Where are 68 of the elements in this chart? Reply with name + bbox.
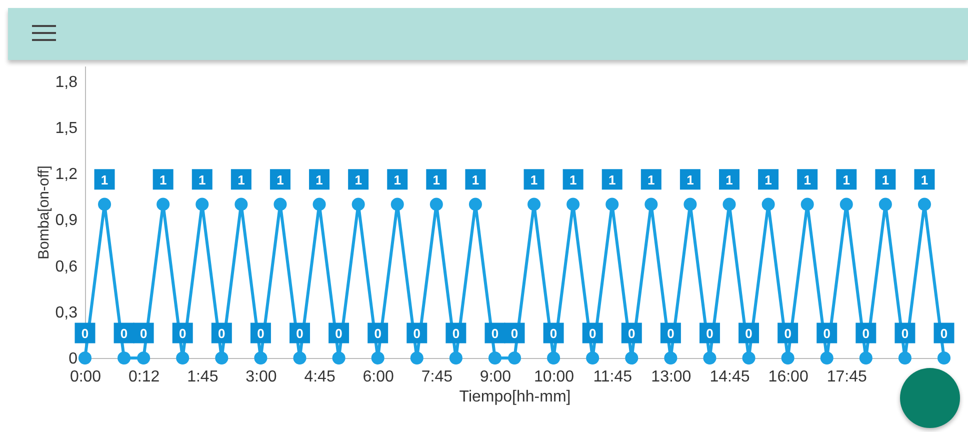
data-label: 0 <box>823 326 830 341</box>
y-tick-label: 1,2 <box>55 166 78 184</box>
y-tick-label: 0,9 <box>55 212 78 230</box>
data-label: 1 <box>394 172 401 188</box>
data-label: 0 <box>628 326 636 341</box>
data-label: 0 <box>413 326 421 341</box>
data-label: 0 <box>335 326 342 341</box>
y-tick-label: 1,8 <box>55 74 78 91</box>
x-tick-label: 11:45 <box>593 368 632 386</box>
x-tick-label: 0:00 <box>70 368 102 386</box>
data-label: 1 <box>764 172 772 188</box>
data-label: 0 <box>588 326 596 341</box>
data-label: 0 <box>940 326 948 341</box>
data-label: 0 <box>140 326 148 341</box>
x-tick-label: 9:00 <box>480 368 512 386</box>
data-label: 1 <box>159 172 167 188</box>
x-tick-label: 14:45 <box>710 368 750 386</box>
data-label: 0 <box>257 326 264 341</box>
data-label: 1 <box>316 172 323 188</box>
data-label: 0 <box>491 326 499 341</box>
data-label: 1 <box>920 172 928 188</box>
data-label: 0 <box>178 326 186 341</box>
x-tick-label: 4:45 <box>304 368 336 386</box>
data-label: 0 <box>901 326 909 341</box>
data-label: 0 <box>550 326 558 341</box>
y-tick-label: 0,6 <box>55 258 78 276</box>
data-label: 0 <box>784 326 792 341</box>
y-tick-label: 1,5 <box>55 120 78 137</box>
data-label: 1 <box>569 172 577 188</box>
data-label: 0 <box>374 326 382 341</box>
data-label: 0 <box>745 326 752 341</box>
x-axis-title: Tiempo[hh-mm] <box>459 388 571 406</box>
data-label: 0 <box>452 326 460 341</box>
data-label: 0 <box>862 326 870 341</box>
x-tick-label: 13:00 <box>651 368 692 386</box>
data-label: 1 <box>804 172 811 188</box>
data-label: 1 <box>842 172 850 188</box>
data-label: 0 <box>706 326 714 341</box>
data-label: 1 <box>648 172 655 188</box>
data-label: 1 <box>238 172 245 188</box>
data-label: 0 <box>81 326 89 341</box>
x-tick-label: 7:45 <box>421 368 453 386</box>
data-label: 1 <box>354 172 362 188</box>
data-label: 1 <box>882 172 890 188</box>
data-label: 1 <box>100 172 108 188</box>
data-label: 1 <box>432 172 440 188</box>
data-label: 1 <box>686 172 694 188</box>
data-label: 1 <box>530 172 538 188</box>
x-tick-label: 1:45 <box>187 368 218 386</box>
data-label: 1 <box>472 172 480 188</box>
data-label: 1 <box>276 172 284 188</box>
data-label: 0 <box>667 326 674 341</box>
x-tick-label: 17:45 <box>826 368 868 386</box>
y-tick-label: 0 <box>68 350 78 368</box>
data-label: 0 <box>218 326 226 341</box>
x-tick-label: 6:00 <box>362 368 394 386</box>
data-label: 0 <box>510 326 518 341</box>
x-tick-label: 3:00 <box>246 368 277 386</box>
data-label: 1 <box>608 172 616 188</box>
data-label: 0 <box>296 326 304 341</box>
x-tick-label: 0:12 <box>128 368 160 386</box>
x-tick-label: 10:00 <box>534 368 574 386</box>
data-label: 0 <box>120 326 128 341</box>
y-axis-title: Bomba[on-off] <box>35 166 52 260</box>
data-label: 1 <box>726 172 733 188</box>
y-tick-label: 0,3 <box>55 304 78 322</box>
x-tick-label: 16:00 <box>768 368 808 386</box>
data-label: 1 <box>198 172 206 188</box>
